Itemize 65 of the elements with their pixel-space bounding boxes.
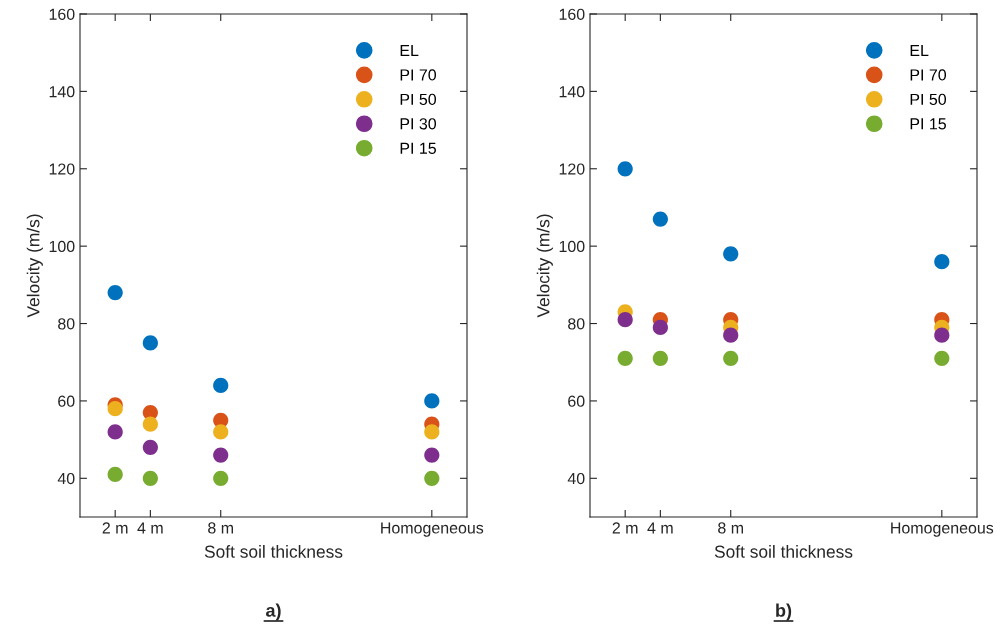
y-tick-label: 60 [568, 395, 585, 407]
legend-label: PI 15 [400, 142, 436, 154]
point [617, 312, 633, 328]
x-tick-label: 8 m [208, 522, 233, 534]
point [142, 470, 158, 486]
x-tick-label: 4 m [137, 522, 163, 534]
point [934, 350, 950, 366]
legend-label: EL [910, 44, 929, 56]
point [213, 377, 229, 394]
point [652, 211, 668, 227]
point [213, 424, 229, 440]
y-tick-label: 80 [58, 318, 75, 330]
text: b) [776, 603, 792, 621]
point [107, 284, 123, 301]
y-tick-label: 120 [49, 163, 75, 175]
legend-label: PI 50 [910, 93, 947, 106]
y-tick-label: 160 [559, 8, 585, 20]
y-tick-label: 160 [49, 8, 75, 20]
point [213, 447, 229, 463]
y-axis-title: Velocity (m/s) [26, 214, 43, 318]
point [723, 350, 739, 366]
point [424, 470, 440, 486]
x-axis-title: Soft soil thickness [714, 545, 853, 558]
y-tick-label: 120 [559, 163, 585, 175]
y-axis-title: Velocity (m/s) [536, 214, 553, 318]
x-tick-label: 2 m [612, 522, 638, 534]
x-tick-label: 8 m [718, 522, 743, 534]
point [934, 327, 950, 343]
legend-label: PI 30 [400, 118, 437, 130]
legend-label: EL [400, 44, 419, 56]
point [617, 161, 633, 177]
text: a) [266, 603, 281, 621]
legend-label: PI 50 [400, 93, 437, 106]
x-tick-label: Homogeneous [381, 522, 484, 537]
y-tick-label: 40 [567, 472, 585, 485]
y-tick-label: 100 [49, 240, 75, 253]
point [107, 401, 123, 417]
point [934, 254, 950, 270]
point [424, 424, 440, 440]
y-tick-label: 140 [49, 86, 75, 98]
point [652, 319, 668, 336]
point [142, 439, 158, 455]
y-tick-label: 60 [58, 395, 75, 407]
x-tick-label: 4 m [647, 522, 673, 534]
point [213, 470, 229, 486]
legend-label: PI 15 [910, 118, 946, 130]
point [424, 393, 440, 409]
x-axis-title: Soft soil thickness [204, 545, 343, 558]
legend-label: PI 70 [400, 69, 437, 81]
point [617, 350, 633, 366]
legend-label: PI 70 [910, 69, 947, 81]
y-tick-label: 80 [568, 318, 585, 330]
point [652, 350, 668, 366]
x-tick-label: Homogeneous [891, 522, 994, 537]
point [723, 327, 739, 343]
x-tick-label: 2 m [102, 522, 128, 534]
y-tick-label: 140 [559, 86, 585, 98]
point [142, 416, 158, 432]
y-tick-label: 100 [559, 240, 585, 253]
point [142, 335, 158, 351]
point [424, 447, 440, 463]
y-tick-label: 40 [57, 472, 75, 485]
point [723, 246, 739, 262]
point [107, 466, 123, 483]
point [107, 424, 123, 440]
